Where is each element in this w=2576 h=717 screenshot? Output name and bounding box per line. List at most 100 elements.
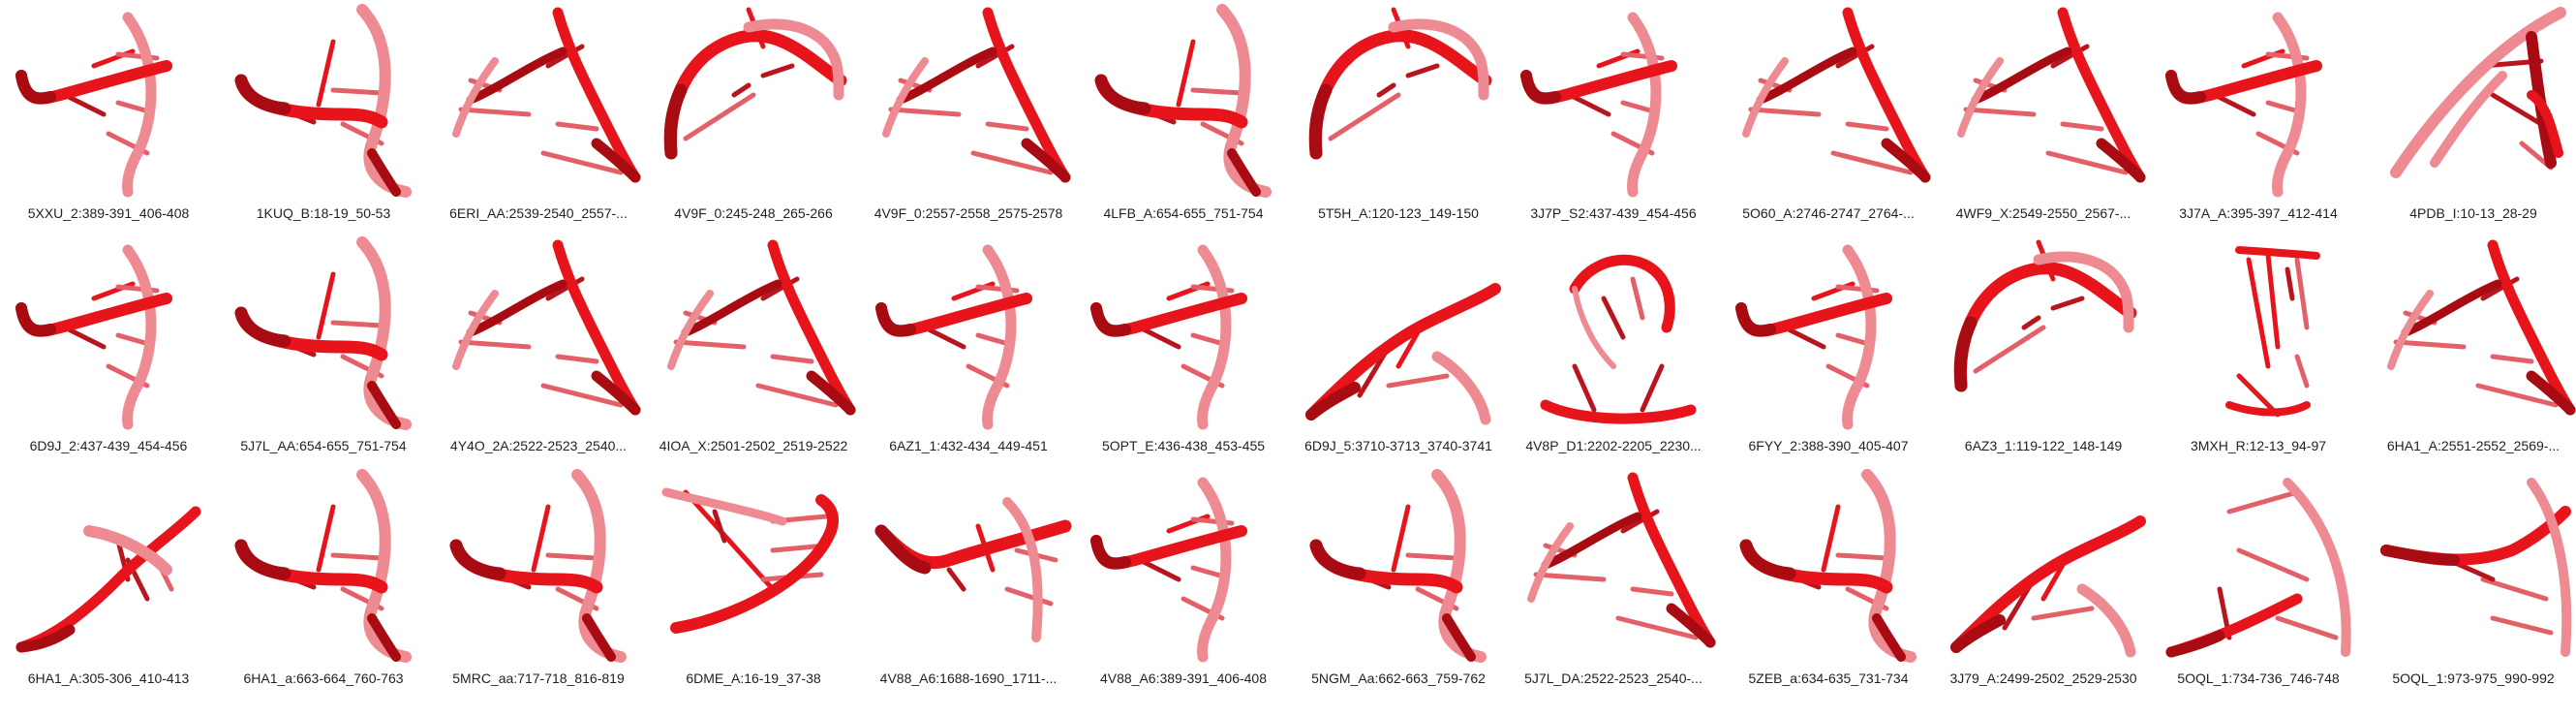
rna-tube-rendering [1090,477,1247,663]
backbone-strand [1308,83,1333,160]
structure-label: 5XXU_2:389-391_406-408 [27,205,190,221]
structure-label: 4PDB_I:10-13_28-29 [2409,205,2537,221]
structure-label: 6ERI_AA:2539-2540_2557-... [449,205,628,221]
backbone-strand [552,239,641,416]
backbone-strand [234,539,291,580]
structure-panel: 4V88_A6:389-391_406-408 [1076,465,1291,698]
base-pair-stick [1190,87,1244,96]
backbone-strand [2076,583,2136,658]
backbone-strand [1742,57,1789,138]
structure-panel: 4V8P_D1:2202-2205_2230... [1506,233,1721,465]
structure-panel: 4Y4O_2A:2522-2523_2540... [431,233,646,465]
structure-panel: 6HA1_A:2551-2552_2569-... [2366,233,2576,465]
backbone-strand [1090,535,1131,570]
backbone-strand [874,524,932,575]
base-pair-stick [2475,383,2559,408]
backbone-strand [1021,138,1071,183]
backbone-strand [2096,138,2146,183]
backbone-strand [2225,401,2311,417]
base-pair-stick [62,325,107,350]
base-pair-stick [1391,504,1411,573]
backbone-strand [1527,522,1574,603]
base-pair-stick [1630,276,1645,321]
backbone-strand [667,290,714,370]
structure-panel: 5OQL_1:973-975_990-992 [2366,465,2576,698]
base-pair-stick [683,489,776,592]
base-pair-stick [731,82,751,98]
structure-panel: 5J7L_DA:2522-2523_2540-... [1506,465,1721,698]
base-pair-stick [330,87,384,96]
rna-tube-rendering [882,7,1071,183]
base-pair-stick [712,509,727,544]
backbone-strand [1431,469,1487,663]
backbone-strand [982,7,1071,183]
rna-tube-rendering [2165,12,2322,198]
base-pair-stick [1601,296,1626,340]
base-pair-stick [1533,572,1607,582]
rna-tube-rendering [15,506,201,653]
base-pair-stick [540,383,624,408]
structure-panel: 4V9F_0:2557-2558_2575-2578 [861,0,1076,233]
rna-tube-rendering [1742,7,1931,183]
backbone-strand [15,624,76,653]
structure-panel: 4V9F_0:245-248_265-266 [646,0,861,233]
backbone-strand [449,539,506,580]
backbone-strand [670,494,839,634]
rna-tube-rendering [2165,478,2351,658]
base-pair-stick [316,271,336,340]
base-pair-stick [316,504,336,573]
base-pair-stick [1845,121,1889,132]
backbone-strand [1431,351,1491,425]
backbone-strand [1305,382,1361,421]
structure-label: 3J7A_A:395-397_412-414 [2179,205,2338,221]
backbone-strand [1197,244,1232,430]
structure-label: 3MXH_R:12-13_94-97 [2190,438,2327,453]
base-pair-stick [1328,92,1401,141]
backbone-strand [2527,478,2572,657]
base-pair-stick [1963,107,2037,117]
backbone-strand [1627,12,1662,198]
structure-panel: 6DME_A:16-19_37-38 [646,465,861,698]
structure-label: 6HA1_a:663-664_760-763 [243,670,404,686]
base-pair-stick [2294,354,2310,389]
backbone-strand [571,469,627,663]
backbone-strand [1227,148,1261,197]
base-pair-stick [1640,363,1665,413]
rna-tube-rendering [1540,254,1697,424]
backbone-strand [1216,4,1272,198]
structure-label: 4WF9_X:2549-2550_2567-... [1955,205,2131,221]
backbone-strand [663,83,688,160]
backbone-strand [2527,90,2563,158]
rna-tube-rendering [874,497,1072,642]
base-pair-stick [755,383,839,408]
rna-tube-rendering [1094,4,1272,198]
base-pair-stick [2212,92,2256,117]
backbone-strand [122,244,157,430]
structure-panel: 5O60_A:2746-2747_2764-... [1721,0,1936,233]
backbone-strand [1872,613,1906,662]
rna-tube-rendering [1090,244,1247,430]
structure-label: 5O60_A:2746-2747_2764-... [1742,205,1915,221]
base-pair-stick [2275,615,2339,640]
structure-panel: 6FYY_2:388-390_405-407 [1721,233,1936,465]
rna-tube-rendering [234,236,412,430]
base-pair-stick [922,325,966,350]
structure-label: 4IOA_X:2501-2502_2519-2522 [659,438,848,453]
base-pair-stick [1615,615,1699,640]
base-pair-stick [1973,325,2046,374]
rna-tube-rendering [234,4,412,198]
backbone-strand [743,18,844,101]
structure-panel: 5OQL_1:734-736_746-748 [2151,465,2366,698]
backbone-strand [767,239,856,416]
structure-panel: 6HA1_A:305-306_410-413 [1,465,216,698]
backbone-strand [982,244,1017,430]
rna-tube-rendering [1957,7,2146,183]
base-pair-stick [2236,547,2310,582]
structure-label: 5ZEB_a:634-635_731-734 [1748,670,1909,686]
base-pair-stick [458,107,532,117]
backbone-strand [1739,539,1796,580]
backbone-strand [1971,47,2072,105]
structure-panel: 6HA1_a:663-664_760-763 [216,465,431,698]
backbone-strand [15,302,56,337]
base-pair-stick [2490,615,2554,636]
